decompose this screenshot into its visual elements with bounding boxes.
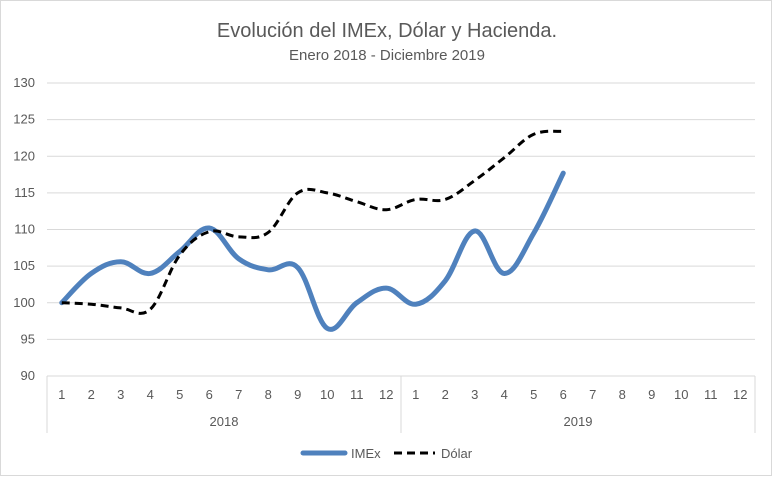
x-tick-label: 12 — [733, 387, 747, 402]
x-tick-label: 2 — [442, 387, 449, 402]
x-tick-label: 7 — [589, 387, 596, 402]
y-axis: 90 95 100 105 110 115 120 125 130 — [13, 75, 35, 383]
x-tick-label: 11 — [704, 387, 718, 402]
x-tick-label: 3 — [117, 387, 124, 402]
x-group-label: 2018 — [210, 414, 239, 429]
x-tick-label: 9 — [648, 387, 655, 402]
y-tick-label: 125 — [13, 112, 35, 127]
x-tick-label: 4 — [147, 387, 154, 402]
x-tick-label: 4 — [501, 387, 508, 402]
x-tick-label: 10 — [320, 387, 334, 402]
x-tick-label: 7 — [235, 387, 242, 402]
y-tick-label: 110 — [14, 222, 35, 237]
x-tick-label: 5 — [176, 387, 183, 402]
series-line-dólar — [61, 129, 564, 315]
x-tick-label: 5 — [530, 387, 537, 402]
x-tick-label: 2 — [88, 387, 95, 402]
x-group-label: 2019 — [564, 414, 593, 429]
legend: IMEx Dólar — [300, 446, 473, 461]
series-lines — [59, 129, 566, 332]
series-line-imex — [59, 170, 566, 332]
x-tick-label: 12 — [379, 387, 393, 402]
y-tick-label: 95 — [21, 331, 35, 346]
x-tick-label: 3 — [471, 387, 478, 402]
chart-subtitle: Enero 2018 - Diciembre 2019 — [289, 47, 485, 64]
y-tick-label: 120 — [13, 148, 35, 163]
legend-label: Dólar — [441, 446, 473, 461]
x-tick-label: 11 — [350, 387, 364, 402]
gridlines — [47, 82, 755, 377]
chart-title: Evolución del IMEx, Dólar y Hacienda. — [217, 20, 557, 42]
x-tick-label: 6 — [206, 387, 213, 402]
legend-label: IMEx — [351, 446, 381, 461]
x-tick-label: 8 — [619, 387, 626, 402]
y-tick-label: 100 — [13, 295, 35, 310]
x-tick-label: 10 — [674, 387, 688, 402]
x-tick-label: 8 — [265, 387, 272, 402]
y-tick-label: 115 — [14, 185, 35, 200]
y-tick-label: 90 — [21, 368, 35, 383]
y-tick-label: 130 — [13, 75, 35, 90]
x-tick-label: 1 — [58, 387, 65, 402]
y-tick-label: 105 — [13, 258, 35, 273]
x-tick-label: 1 — [412, 387, 419, 402]
x-tick-label: 6 — [560, 387, 567, 402]
x-tick-label: 9 — [294, 387, 301, 402]
